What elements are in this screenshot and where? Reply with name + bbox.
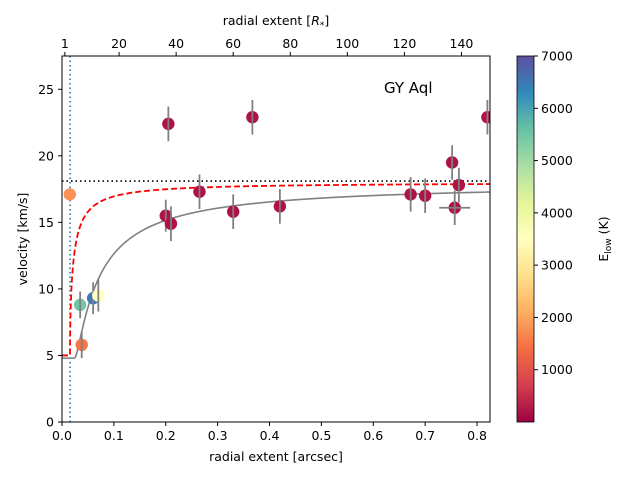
x-tick-label: 0.6 bbox=[363, 428, 383, 443]
x-tick-label: 0.5 bbox=[311, 428, 331, 443]
top-x-axis-label: radial extent [R*] bbox=[223, 13, 330, 31]
data-point-group bbox=[445, 145, 459, 180]
data-point-group bbox=[63, 188, 76, 201]
colorbar-label-unit: (K) bbox=[596, 216, 611, 238]
y-tick-label: 5 bbox=[46, 348, 54, 363]
top-x-tick-label: 40 bbox=[168, 36, 184, 51]
top-x-tick-label: 80 bbox=[282, 36, 298, 51]
top-label-star: * bbox=[320, 21, 325, 31]
curve-solid-fit bbox=[62, 191, 490, 359]
y-tick-label: 15 bbox=[38, 215, 54, 230]
colorbar-tick-label: 2000 bbox=[541, 310, 573, 325]
data-point-group bbox=[452, 167, 466, 203]
curve-dashed-model bbox=[62, 183, 490, 357]
y-tick-label: 20 bbox=[38, 148, 54, 163]
plot-area bbox=[62, 56, 490, 422]
plot-clip-group bbox=[62, 56, 490, 422]
data-point-group bbox=[162, 106, 175, 142]
data-point-group bbox=[227, 194, 240, 230]
star-name-annotation: GY Aql bbox=[384, 79, 433, 97]
x-tick-label: 0.0 bbox=[52, 428, 72, 443]
data-point-group bbox=[418, 178, 432, 214]
colorbar-tick-label: 6000 bbox=[541, 101, 573, 116]
data-point-group bbox=[481, 99, 490, 135]
data-point-group bbox=[92, 279, 105, 312]
colorbar-tick-label: 3000 bbox=[541, 258, 573, 273]
y-tick-label: 10 bbox=[38, 281, 54, 296]
x-tick-label: 0.2 bbox=[156, 428, 176, 443]
top-label-prefix: radial extent [ bbox=[223, 13, 311, 28]
y-tick-label: 0 bbox=[46, 415, 54, 430]
data-point-group bbox=[193, 174, 206, 210]
colorbar-label-sub: low bbox=[604, 238, 614, 253]
data-point-group bbox=[73, 291, 87, 319]
data-point-group bbox=[246, 99, 259, 135]
colorbar-ticks: 1000 2000 3000 4000 5000 6000 7000 bbox=[534, 49, 573, 377]
top-x-tick-label: 140 bbox=[450, 36, 474, 51]
top-x-tick-label: 20 bbox=[111, 36, 127, 51]
colorbar-tick-label: 7000 bbox=[541, 49, 573, 64]
top-x-tick-label: 60 bbox=[225, 36, 241, 51]
x-tick-label: 0.8 bbox=[467, 428, 487, 443]
colorbar bbox=[516, 55, 535, 423]
colorbar-tick-label: 4000 bbox=[541, 205, 573, 220]
x-tick-label: 0.7 bbox=[415, 428, 435, 443]
y-axis-label: velocity [km/s] bbox=[15, 193, 30, 286]
x-tick-label: 0.3 bbox=[208, 428, 228, 443]
top-x-tick-label: 120 bbox=[392, 36, 416, 51]
data-point-group bbox=[273, 189, 287, 224]
data-point-group bbox=[439, 190, 471, 226]
colorbar-label-main: E bbox=[596, 254, 611, 262]
top-x-tick-label: 1 bbox=[61, 36, 69, 51]
top-label-suffix: ] bbox=[324, 13, 329, 28]
top-label-r: R bbox=[311, 13, 320, 28]
x-axis-label: radial extent [arcsec] bbox=[209, 449, 343, 464]
data-point-group bbox=[404, 177, 417, 212]
colorbar-tick-label: 1000 bbox=[541, 362, 573, 377]
colorbar-label: Elow (K) bbox=[596, 216, 614, 261]
top-x-tick-label: 100 bbox=[335, 36, 359, 51]
data-point-group bbox=[75, 331, 88, 359]
y-tick-label: 25 bbox=[38, 82, 54, 97]
data-point bbox=[63, 188, 76, 201]
x-tick-label: 0.1 bbox=[104, 428, 124, 443]
data-point-group bbox=[164, 206, 178, 241]
x-tick-label: 0.4 bbox=[260, 428, 280, 443]
plot-frame bbox=[61, 55, 491, 423]
colorbar-tick-label: 5000 bbox=[541, 153, 573, 168]
